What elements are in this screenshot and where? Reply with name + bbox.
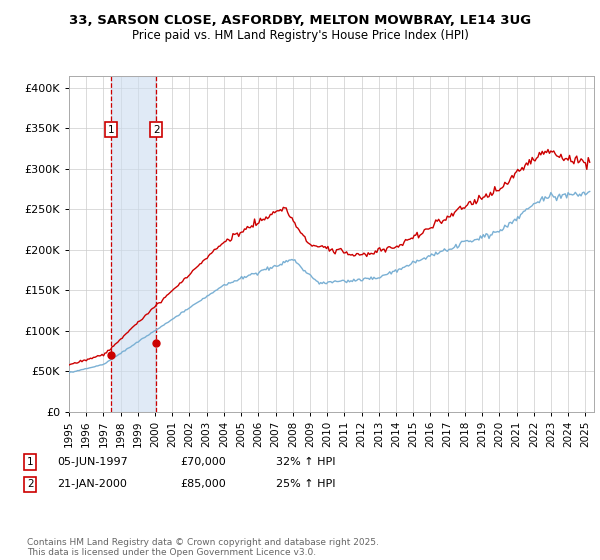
Text: 2: 2: [27, 479, 34, 489]
Text: Contains HM Land Registry data © Crown copyright and database right 2025.
This d: Contains HM Land Registry data © Crown c…: [27, 538, 379, 557]
Text: 21-JAN-2000: 21-JAN-2000: [57, 479, 127, 489]
Text: 1: 1: [107, 125, 114, 135]
Bar: [111, 76, 156, 412]
Text: Price paid vs. HM Land Registry's House Price Index (HPI): Price paid vs. HM Land Registry's House …: [131, 29, 469, 42]
Text: £70,000: £70,000: [180, 457, 226, 467]
Text: £85,000: £85,000: [180, 479, 226, 489]
Text: 32% ↑ HPI: 32% ↑ HPI: [276, 457, 335, 467]
Text: 05-JUN-1997: 05-JUN-1997: [57, 457, 128, 467]
Text: 33, SARSON CLOSE, ASFORDBY, MELTON MOWBRAY, LE14 3UG: 33, SARSON CLOSE, ASFORDBY, MELTON MOWBR…: [69, 14, 531, 27]
Text: 1: 1: [27, 457, 34, 467]
Text: 2: 2: [153, 125, 160, 135]
Text: 25% ↑ HPI: 25% ↑ HPI: [276, 479, 335, 489]
